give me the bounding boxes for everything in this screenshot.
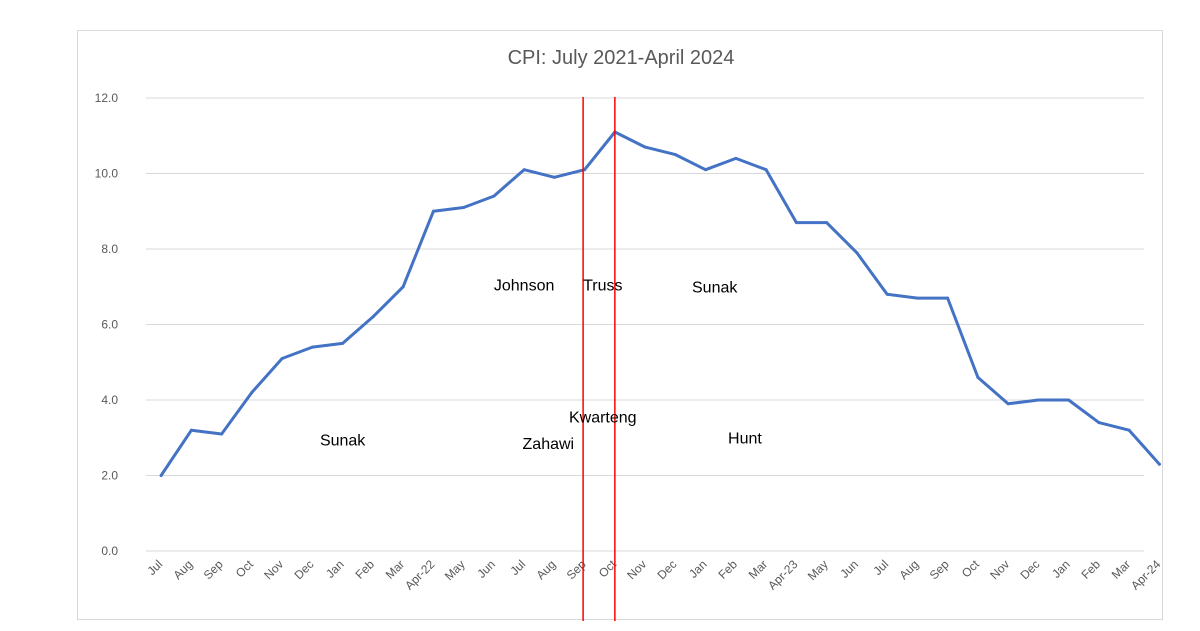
- data-point: [946, 296, 950, 300]
- data-point: [371, 315, 375, 319]
- data-point: [401, 285, 405, 289]
- x-tick-label: Feb: [352, 557, 377, 582]
- x-tick-label: Mar: [746, 557, 771, 582]
- series-line: [159, 130, 1161, 477]
- data-point: [976, 375, 980, 379]
- x-tick-label: May: [805, 557, 831, 583]
- x-tick-label: Dec: [1018, 557, 1043, 582]
- annotation-label: Kwarteng: [569, 410, 637, 427]
- data-point: [220, 432, 224, 436]
- series-layer: [159, 130, 1161, 477]
- x-tick-label: Aug: [896, 557, 921, 582]
- data-point: [885, 292, 889, 296]
- data-point: [159, 474, 163, 477]
- x-tick-label: Feb: [1078, 557, 1103, 582]
- event-markers: [582, 97, 616, 621]
- y-tick-label: 6.0: [101, 318, 118, 332]
- data-point: [673, 153, 677, 157]
- data-point: [1006, 402, 1010, 406]
- x-tick-label: Apr-24: [1128, 557, 1164, 593]
- x-tick-label: Oct: [233, 557, 257, 581]
- x-tick-label: Jul: [144, 557, 165, 578]
- y-axis-ticks: 0.0 2.0 4.0 6.0 8.0 10.0 12.0: [95, 91, 119, 558]
- data-point: [250, 390, 254, 394]
- x-tick-label: Jan: [1049, 557, 1073, 581]
- data-point: [583, 168, 587, 172]
- data-point: [1036, 398, 1040, 402]
- data-point: [431, 209, 435, 213]
- annotation-label: Hunt: [728, 430, 762, 447]
- data-point: [734, 156, 738, 160]
- x-tick-label: Jul: [507, 557, 528, 578]
- annotation-label: Sunak: [692, 279, 738, 296]
- chart-title: CPI: July 2021-April 2024: [507, 47, 735, 69]
- data-point: [1157, 462, 1161, 466]
- x-tick-label: Jan: [323, 557, 347, 581]
- x-tick-label: Apr-23: [765, 557, 801, 593]
- x-tick-label: Jul: [870, 557, 891, 578]
- annotation-label: Johnson: [494, 278, 555, 295]
- x-tick-label: Dec: [292, 557, 317, 582]
- x-tick-label: Nov: [624, 557, 649, 582]
- data-point: [1127, 428, 1131, 432]
- x-tick-label: Nov: [261, 557, 286, 582]
- x-tick-label: Mar: [1109, 557, 1134, 582]
- x-tick-label: Feb: [715, 557, 740, 582]
- y-tick-label: 10.0: [95, 167, 119, 181]
- y-tick-label: 0.0: [101, 544, 118, 558]
- annotations: Sunak Johnson Zahawi Truss Kwarteng Sunak Hunt: [320, 278, 762, 454]
- x-tick-label: Jun: [837, 557, 861, 581]
- data-point: [462, 205, 466, 209]
- data-point: [643, 145, 647, 149]
- x-tick-label: Aug: [533, 557, 558, 582]
- x-tick-label: Aug: [170, 557, 195, 582]
- data-point: [1067, 398, 1071, 402]
- data-point: [704, 168, 708, 172]
- chart-area: CPI: July 2021-April 2024 0.0 2.0 4.0 6.0 8.…: [77, 30, 1164, 621]
- line-chart: 0.02.04.06.08.010.012.0 Jul Aug Sep Oct Nov D…: [95, 91, 1164, 621]
- data-point: [915, 296, 919, 300]
- x-tick-label: Dec: [655, 557, 680, 582]
- x-tick-label: Sep: [564, 557, 589, 582]
- x-tick-label: Apr-22: [402, 557, 438, 593]
- data-point: [492, 194, 496, 198]
- data-point: [341, 341, 345, 345]
- x-tick-label: Sep: [201, 557, 226, 582]
- annotation-label: Zahawi: [523, 436, 575, 453]
- data-point: [552, 175, 556, 179]
- data-point: [522, 168, 526, 172]
- data-point: [794, 221, 798, 225]
- data-point: [1097, 421, 1101, 425]
- x-tick-label: Nov: [987, 557, 1012, 582]
- x-tick-label: Jan: [686, 557, 710, 581]
- annotation-label: Sunak: [320, 432, 366, 449]
- y-tick-label: 12.0: [95, 91, 119, 105]
- x-tick-label: Sep: [927, 557, 952, 582]
- y-tick-label: 4.0: [101, 393, 118, 407]
- x-tick-label: Oct: [959, 557, 983, 581]
- data-point: [280, 356, 284, 360]
- data-point: [764, 168, 768, 172]
- y-tick-label: 8.0: [101, 242, 118, 256]
- x-tick-label: Jun: [474, 557, 498, 581]
- data-point: [310, 345, 314, 349]
- data-point: [825, 221, 829, 225]
- annotation-label: Truss: [583, 278, 622, 295]
- y-tick-label: 2.0: [101, 469, 118, 483]
- x-tick-label: Oct: [596, 557, 620, 581]
- data-point: [855, 251, 859, 255]
- data-point: [189, 428, 193, 432]
- x-tick-label: Mar: [383, 557, 408, 582]
- gridlines: [146, 97, 1144, 552]
- x-tick-label: May: [442, 557, 468, 583]
